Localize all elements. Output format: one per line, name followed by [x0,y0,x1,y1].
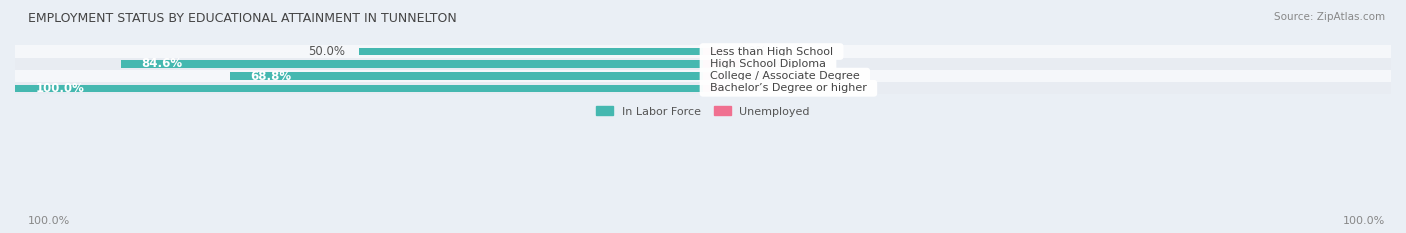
Bar [703,48,724,55]
Text: 0.0%: 0.0% [737,45,768,58]
Text: 5.3%: 5.3% [754,57,783,70]
Text: 100.0%: 100.0% [1343,216,1385,226]
Text: Source: ZipAtlas.com: Source: ZipAtlas.com [1274,12,1385,22]
Text: College / Associate Degree: College / Associate Degree [703,71,866,81]
Bar [15,45,1391,58]
Text: High School Diploma: High School Diploma [703,59,832,69]
Text: Less than High School: Less than High School [703,47,841,57]
Text: 100.0%: 100.0% [35,82,84,95]
Text: 84.6%: 84.6% [142,57,183,70]
Text: 50.0%: 50.0% [308,45,346,58]
Bar [121,60,703,68]
Bar [15,58,1391,70]
Bar [229,72,703,80]
Bar [703,72,724,80]
Bar [15,82,1391,94]
Text: 0.0%: 0.0% [737,70,768,82]
Text: Bachelor’s Degree or higher: Bachelor’s Degree or higher [703,83,875,93]
Bar [15,85,703,92]
Bar [15,70,1391,82]
Text: EMPLOYMENT STATUS BY EDUCATIONAL ATTAINMENT IN TUNNELTON: EMPLOYMENT STATUS BY EDUCATIONAL ATTAINM… [28,12,457,25]
Bar [703,85,724,92]
Bar [703,60,740,68]
Text: 100.0%: 100.0% [28,216,70,226]
Legend: In Labor Force, Unemployed: In Labor Force, Unemployed [592,102,814,121]
Text: 0.0%: 0.0% [737,82,768,95]
Text: 68.8%: 68.8% [250,70,291,82]
Bar [359,48,703,55]
